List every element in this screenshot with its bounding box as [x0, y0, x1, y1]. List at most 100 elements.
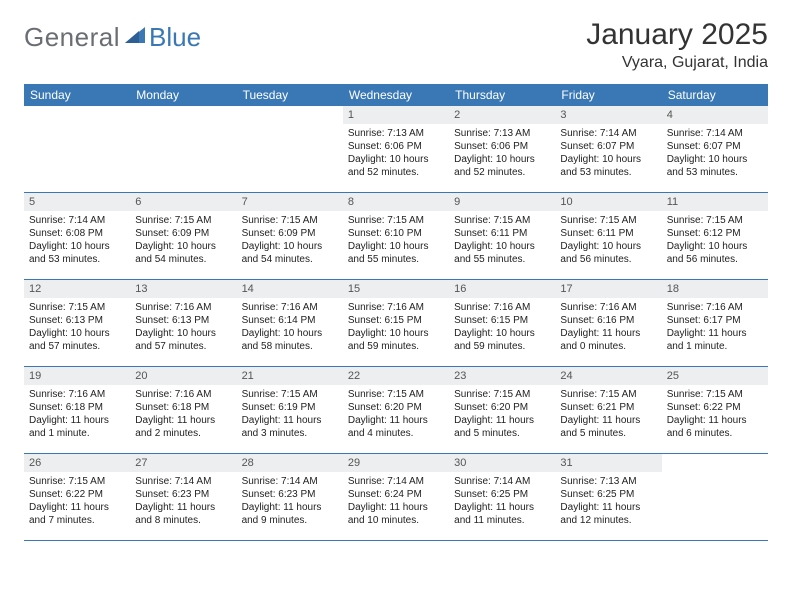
day-number: 10 — [555, 193, 661, 211]
day-cell: 14Sunrise: 7:16 AMSunset: 6:14 PMDayligh… — [237, 280, 343, 366]
day-details: Sunrise: 7:16 AMSunset: 6:18 PMDaylight:… — [24, 385, 130, 444]
day-details: Sunrise: 7:15 AMSunset: 6:20 PMDaylight:… — [343, 385, 449, 444]
day-line-ss: Sunset: 6:18 PM — [135, 401, 231, 414]
day-line-dl1: Daylight: 10 hours — [667, 153, 763, 166]
brand-text-general: General — [24, 22, 120, 53]
day-details: Sunrise: 7:13 AMSunset: 6:06 PMDaylight:… — [449, 124, 555, 183]
week-row: 19Sunrise: 7:16 AMSunset: 6:18 PMDayligh… — [24, 367, 768, 454]
day-line-dl1: Daylight: 10 hours — [242, 240, 338, 253]
day-details: Sunrise: 7:14 AMSunset: 6:07 PMDaylight:… — [555, 124, 661, 183]
day-cell: 31Sunrise: 7:13 AMSunset: 6:25 PMDayligh… — [555, 454, 661, 540]
day-line-sr: Sunrise: 7:15 AM — [348, 214, 444, 227]
day-details: Sunrise: 7:14 AMSunset: 6:25 PMDaylight:… — [449, 472, 555, 531]
day-line-ss: Sunset: 6:09 PM — [242, 227, 338, 240]
day-line-dl2: and 12 minutes. — [560, 514, 656, 527]
day-details: Sunrise: 7:16 AMSunset: 6:13 PMDaylight:… — [130, 298, 236, 357]
day-line-sr: Sunrise: 7:16 AM — [454, 301, 550, 314]
calendar-page: General Blue January 2025 Vyara, Gujarat… — [0, 0, 792, 541]
day-line-sr: Sunrise: 7:14 AM — [348, 475, 444, 488]
day-details: Sunrise: 7:15 AMSunset: 6:11 PMDaylight:… — [449, 211, 555, 270]
day-line-dl1: Daylight: 10 hours — [348, 153, 444, 166]
day-cell: 27Sunrise: 7:14 AMSunset: 6:23 PMDayligh… — [130, 454, 236, 540]
day-line-dl2: and 5 minutes. — [454, 427, 550, 440]
day-line-dl2: and 53 minutes. — [29, 253, 125, 266]
day-line-dl2: and 53 minutes. — [667, 166, 763, 179]
day-number: 17 — [555, 280, 661, 298]
day-line-dl2: and 1 minute. — [667, 340, 763, 353]
day-line-dl1: Daylight: 11 hours — [135, 414, 231, 427]
day-details: Sunrise: 7:14 AMSunset: 6:24 PMDaylight:… — [343, 472, 449, 531]
day-line-sr: Sunrise: 7:15 AM — [242, 388, 338, 401]
day-line-ss: Sunset: 6:21 PM — [560, 401, 656, 414]
weekday-header: Monday — [130, 84, 236, 106]
day-line-ss: Sunset: 6:08 PM — [29, 227, 125, 240]
day-cell: 24Sunrise: 7:15 AMSunset: 6:21 PMDayligh… — [555, 367, 661, 453]
day-number: 30 — [449, 454, 555, 472]
day-line-sr: Sunrise: 7:15 AM — [454, 388, 550, 401]
day-line-sr: Sunrise: 7:15 AM — [667, 388, 763, 401]
day-cell: 4Sunrise: 7:14 AMSunset: 6:07 PMDaylight… — [662, 106, 768, 192]
day-details: Sunrise: 7:15 AMSunset: 6:09 PMDaylight:… — [130, 211, 236, 270]
day-line-sr: Sunrise: 7:15 AM — [667, 214, 763, 227]
day-number: 5 — [24, 193, 130, 211]
day-number: 3 — [555, 106, 661, 124]
day-line-dl2: and 2 minutes. — [135, 427, 231, 440]
day-number: 11 — [662, 193, 768, 211]
day-line-dl1: Daylight: 11 hours — [29, 501, 125, 514]
day-line-dl1: Daylight: 10 hours — [454, 240, 550, 253]
day-line-ss: Sunset: 6:15 PM — [348, 314, 444, 327]
day-line-sr: Sunrise: 7:15 AM — [29, 301, 125, 314]
day-number: 4 — [662, 106, 768, 124]
day-line-dl1: Daylight: 10 hours — [348, 327, 444, 340]
brand-logo: General Blue — [24, 22, 201, 53]
day-line-dl1: Daylight: 11 hours — [560, 501, 656, 514]
day-number — [24, 106, 130, 110]
day-number: 29 — [343, 454, 449, 472]
day-number: 25 — [662, 367, 768, 385]
day-line-dl1: Daylight: 10 hours — [454, 153, 550, 166]
day-number: 1 — [343, 106, 449, 124]
day-line-dl2: and 52 minutes. — [454, 166, 550, 179]
day-line-ss: Sunset: 6:16 PM — [560, 314, 656, 327]
day-cell: 28Sunrise: 7:14 AMSunset: 6:23 PMDayligh… — [237, 454, 343, 540]
day-cell — [662, 454, 768, 540]
day-line-dl2: and 52 minutes. — [348, 166, 444, 179]
day-number: 15 — [343, 280, 449, 298]
day-line-sr: Sunrise: 7:16 AM — [348, 301, 444, 314]
day-line-sr: Sunrise: 7:15 AM — [29, 475, 125, 488]
day-details: Sunrise: 7:16 AMSunset: 6:15 PMDaylight:… — [449, 298, 555, 357]
day-cell: 5Sunrise: 7:14 AMSunset: 6:08 PMDaylight… — [24, 193, 130, 279]
day-details: Sunrise: 7:16 AMSunset: 6:14 PMDaylight:… — [237, 298, 343, 357]
day-line-dl1: Daylight: 11 hours — [242, 501, 338, 514]
day-line-ss: Sunset: 6:11 PM — [560, 227, 656, 240]
weekday-header: Thursday — [449, 84, 555, 106]
month-title: January 2025 — [586, 18, 768, 52]
day-line-dl2: and 10 minutes. — [348, 514, 444, 527]
day-line-dl1: Daylight: 10 hours — [29, 240, 125, 253]
day-line-ss: Sunset: 6:14 PM — [242, 314, 338, 327]
day-details: Sunrise: 7:14 AMSunset: 6:08 PMDaylight:… — [24, 211, 130, 270]
day-number — [237, 106, 343, 110]
day-line-ss: Sunset: 6:12 PM — [667, 227, 763, 240]
brand-sail-icon — [125, 25, 147, 50]
day-line-dl1: Daylight: 10 hours — [348, 240, 444, 253]
day-line-ss: Sunset: 6:23 PM — [135, 488, 231, 501]
day-cell: 1Sunrise: 7:13 AMSunset: 6:06 PMDaylight… — [343, 106, 449, 192]
day-line-dl1: Daylight: 10 hours — [135, 327, 231, 340]
day-cell: 6Sunrise: 7:15 AMSunset: 6:09 PMDaylight… — [130, 193, 236, 279]
day-details: Sunrise: 7:16 AMSunset: 6:16 PMDaylight:… — [555, 298, 661, 357]
day-line-ss: Sunset: 6:07 PM — [560, 140, 656, 153]
day-line-ss: Sunset: 6:17 PM — [667, 314, 763, 327]
day-line-dl2: and 55 minutes. — [454, 253, 550, 266]
day-line-ss: Sunset: 6:07 PM — [667, 140, 763, 153]
day-line-dl2: and 7 minutes. — [29, 514, 125, 527]
day-details: Sunrise: 7:15 AMSunset: 6:22 PMDaylight:… — [662, 385, 768, 444]
day-line-ss: Sunset: 6:22 PM — [667, 401, 763, 414]
day-details: Sunrise: 7:13 AMSunset: 6:06 PMDaylight:… — [343, 124, 449, 183]
day-line-ss: Sunset: 6:18 PM — [29, 401, 125, 414]
day-number: 13 — [130, 280, 236, 298]
day-line-dl1: Daylight: 11 hours — [29, 414, 125, 427]
day-line-dl1: Daylight: 10 hours — [29, 327, 125, 340]
day-number: 12 — [24, 280, 130, 298]
day-cell: 13Sunrise: 7:16 AMSunset: 6:13 PMDayligh… — [130, 280, 236, 366]
